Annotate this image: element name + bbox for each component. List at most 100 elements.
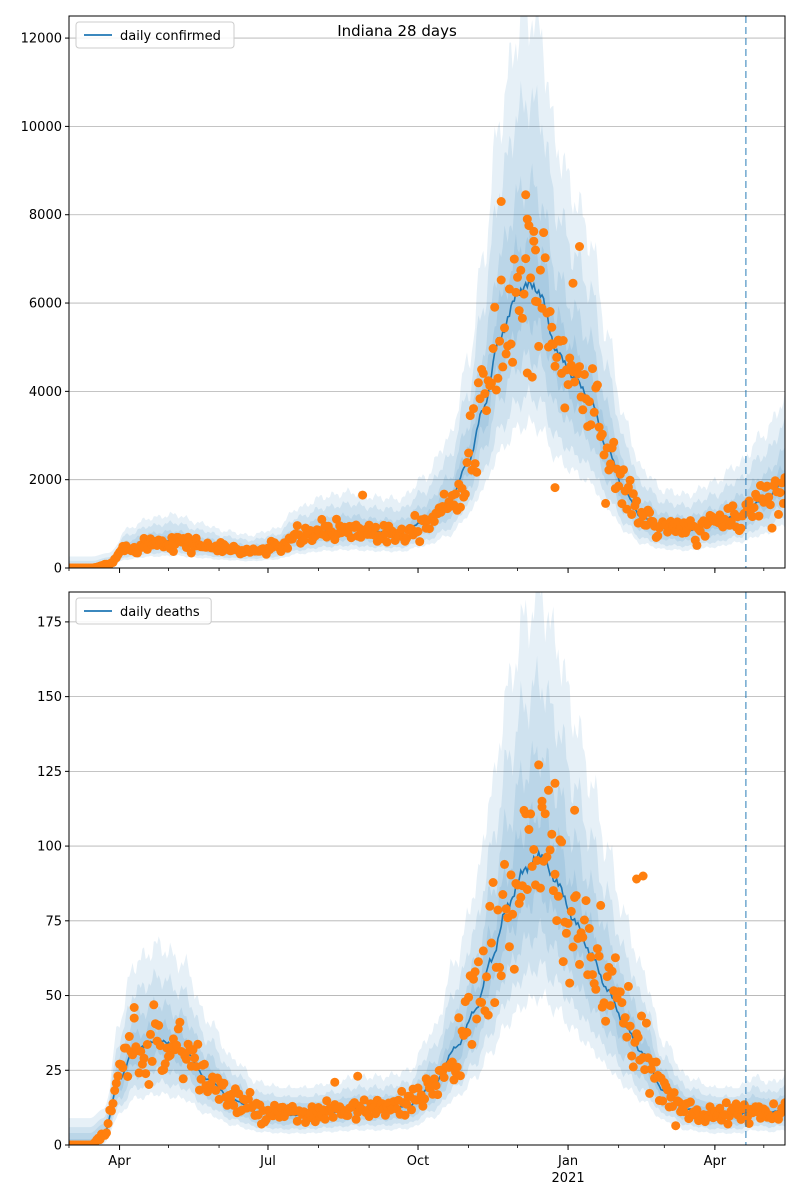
confirmed-data-point: [747, 512, 757, 522]
deaths-outlier-point: [537, 796, 547, 806]
confirmed-data-point: [754, 511, 764, 521]
confirmed-ytick-label: 10000: [21, 120, 62, 135]
deaths-data-point: [534, 760, 544, 770]
confirmed-data-point: [521, 254, 531, 264]
confirmed-data-point: [493, 373, 503, 383]
deaths-data-point: [359, 1095, 369, 1105]
deaths-data-point: [470, 967, 480, 977]
confirmed-data-point: [584, 397, 594, 407]
deaths-xtick-label: Jul: [259, 1154, 276, 1169]
deaths-outlier-point: [550, 778, 560, 788]
deaths-data-point: [493, 905, 503, 915]
confirmed-data-point: [472, 467, 482, 477]
confirmed-data-point: [632, 496, 642, 506]
confirmed-interval-band-4: [69, 16, 785, 568]
deaths-data-point: [780, 1098, 785, 1108]
confirmed-data-point: [540, 253, 550, 263]
deaths-chart: 0 25 50 75 100 125 150 175 Apr Jul Oct Jan 2021 Apr da…: [37, 591, 786, 1186]
deaths-data-point: [535, 883, 545, 893]
confirmed-data-point: [509, 254, 519, 264]
confirmed-data-point: [573, 369, 583, 379]
deaths-data-point: [522, 885, 532, 894]
deaths-data-point: [769, 1099, 779, 1109]
confirmed-ytick-label: 0: [54, 562, 62, 577]
deaths-data-point: [529, 845, 539, 854]
confirmed-data-point: [514, 306, 524, 316]
deaths-data-point: [477, 998, 487, 1007]
deaths-xtick-year-label: 2021: [552, 1171, 585, 1186]
confirmed-data-point: [601, 498, 611, 508]
deaths-legend: daily deaths: [75, 597, 212, 625]
confirmed-data-point: [550, 361, 560, 371]
deaths-data-point: [142, 1040, 152, 1049]
confirmed-outlier-point: [531, 245, 540, 255]
deaths-data-point: [640, 1065, 650, 1075]
deaths-data-point: [320, 1114, 330, 1124]
deaths-data-point: [553, 891, 563, 901]
deaths-xtick-label: Apr: [704, 1154, 727, 1169]
confirmed-data-point: [775, 488, 785, 498]
deaths-legend-label: daily deaths: [120, 605, 200, 620]
confirmed-data-point: [606, 459, 615, 469]
deaths-data-point: [645, 1088, 655, 1098]
confirmed-data-point: [539, 228, 549, 238]
deaths-data-point: [592, 944, 602, 954]
deaths-data-point: [588, 970, 597, 980]
confirmed-data-point: [168, 547, 178, 556]
deaths-data-point: [118, 1063, 128, 1073]
confirmed-data-point: [597, 429, 607, 439]
deaths-data-point: [229, 1100, 239, 1110]
deaths-data-point: [558, 957, 568, 967]
confirmed-plot-area: [69, 16, 785, 568]
confirmed-observed-points: [69, 190, 785, 568]
confirmed-data-point: [627, 510, 637, 519]
deaths-data-point: [571, 891, 581, 901]
deaths-data-point: [292, 1116, 302, 1126]
deaths-data-point: [509, 964, 519, 974]
confirmed-data-point: [526, 273, 536, 283]
confirmed-data-point: [589, 407, 599, 417]
deaths-data-point: [568, 942, 578, 952]
confirmed-data-point: [519, 289, 529, 299]
deaths-data-point: [501, 904, 511, 914]
deaths-data-point: [473, 957, 483, 967]
deaths-data-point: [141, 1069, 151, 1079]
confirmed-data-point: [460, 489, 470, 499]
confirmed-data-point: [762, 481, 772, 491]
deaths-data-point: [154, 1020, 164, 1030]
confirmed-data-point: [382, 537, 392, 547]
deaths-data-point: [245, 1087, 255, 1097]
confirmed-data-point: [728, 501, 738, 511]
deaths-data-point: [625, 1021, 635, 1031]
confirmed-outlier-point: [575, 242, 584, 251]
deaths-data-point: [149, 1000, 159, 1010]
deaths-data-point: [144, 1080, 154, 1089]
confirmed-data-point: [371, 522, 381, 532]
confirmed-data-point: [186, 548, 196, 558]
deaths-data-point: [455, 1071, 465, 1081]
confirmed-data-point: [283, 543, 293, 553]
deaths-outlier-point: [353, 1071, 363, 1081]
deaths-ytick-label: 25: [45, 1064, 62, 1079]
deaths-data-point: [579, 915, 589, 925]
deaths-data-point: [584, 924, 594, 933]
confirmed-ytick-label: 2000: [29, 473, 62, 488]
deaths-data-point: [123, 1072, 133, 1081]
confirmed-data-point: [495, 336, 505, 346]
deaths-data-point: [516, 892, 526, 902]
deaths-data-point: [622, 1032, 632, 1042]
deaths-data-point: [110, 1086, 120, 1095]
confirmed-data-point: [778, 498, 785, 508]
deaths-outlier-point: [570, 805, 580, 815]
confirmed-ytick-label: 12000: [21, 32, 62, 47]
deaths-data-point: [508, 909, 518, 919]
deaths-data-point: [175, 1017, 185, 1027]
confirmed-legend-box: [75, 21, 235, 49]
confirmed-data-point: [462, 458, 472, 467]
deaths-xtick-label: Apr: [108, 1154, 131, 1169]
confirmed-data-point: [767, 523, 777, 533]
deaths-ytick-label: 0: [54, 1139, 62, 1154]
confirmed-outlier-point: [529, 236, 539, 246]
deaths-data-point: [596, 900, 606, 910]
confirmed-legend: daily confirmed: [75, 21, 235, 49]
